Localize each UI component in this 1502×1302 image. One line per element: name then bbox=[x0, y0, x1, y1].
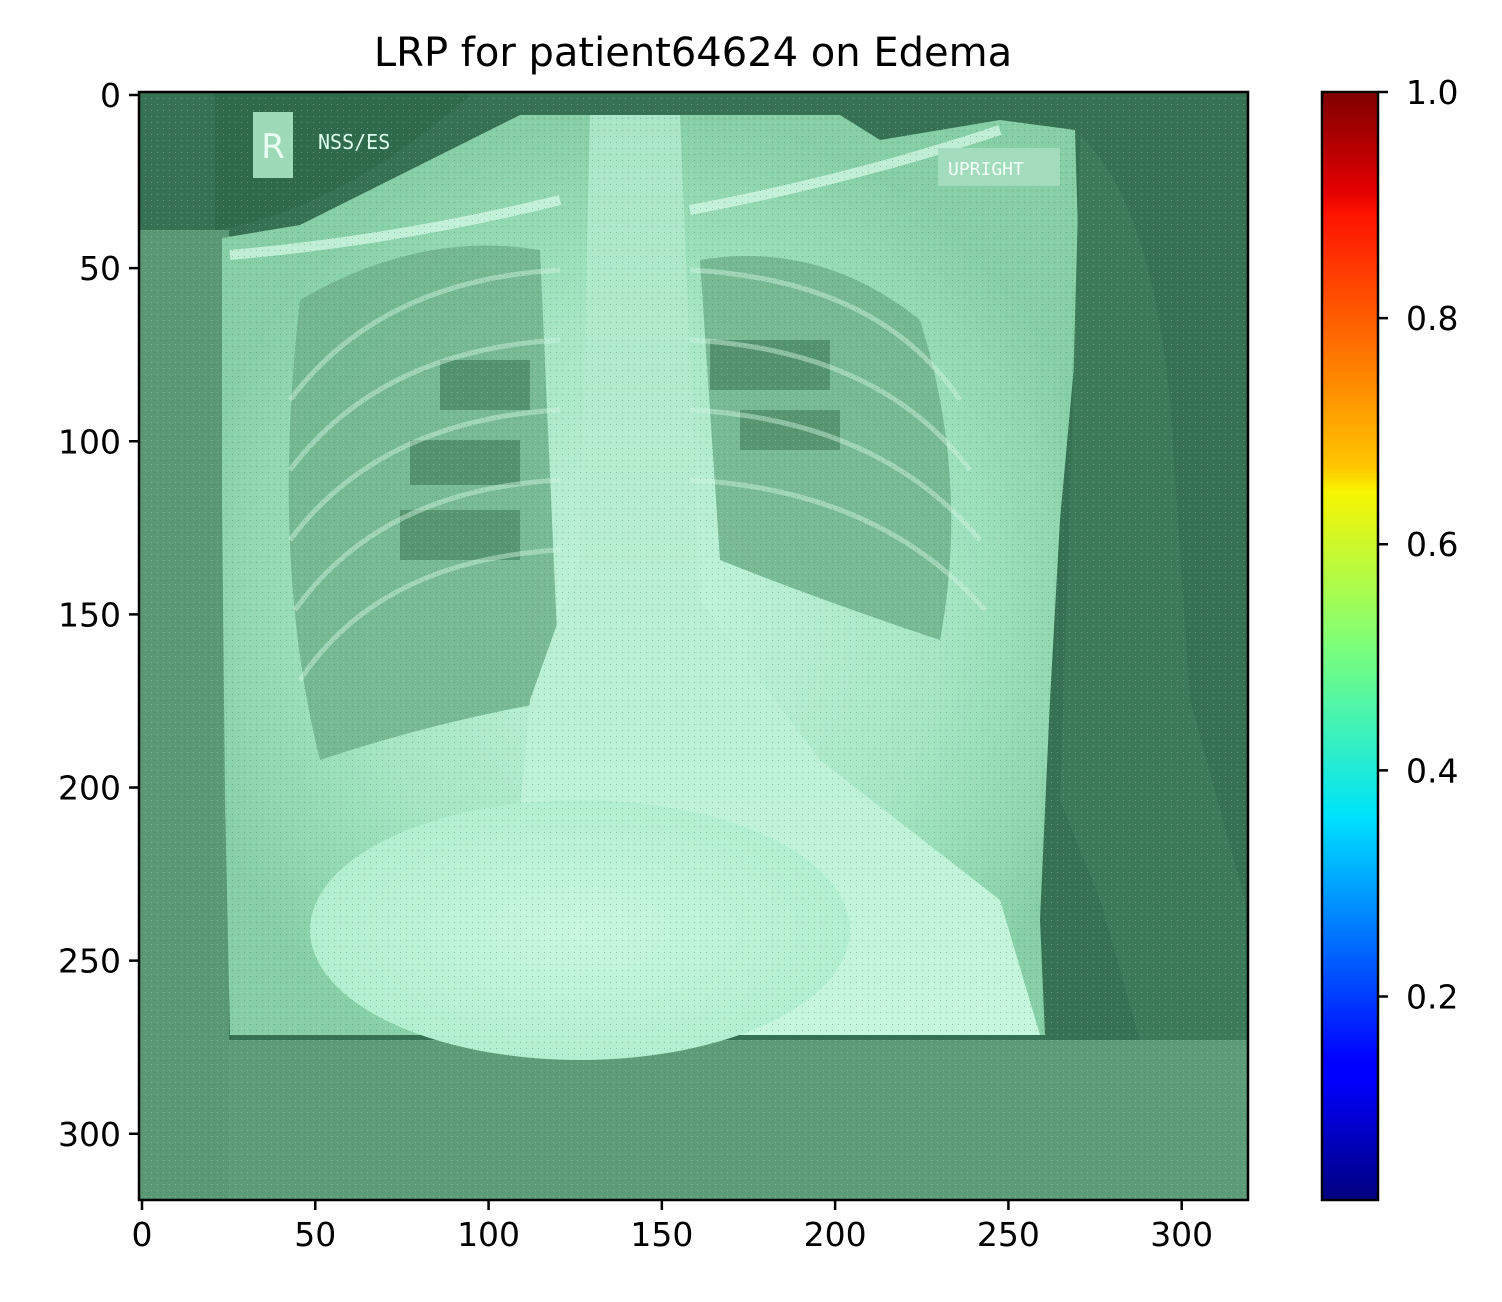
colorbar-frame bbox=[1320, 90, 1380, 1202]
y-tick-label: 100 bbox=[58, 422, 121, 461]
colorbar-axis: 0.2 0.4 0.6 0.8 1.0 bbox=[1378, 73, 1458, 1016]
marker-r-text: R bbox=[261, 127, 285, 167]
x-axis: 0 50 100 150 200 250 300 bbox=[132, 1200, 1213, 1254]
marker-nss-text: NSS/ES bbox=[318, 130, 390, 154]
y-axis: 0 50 100 150 200 250 300 bbox=[58, 76, 139, 1154]
colorbar-tick-label: 1.0 bbox=[1406, 73, 1458, 112]
chart-title: LRP for patient64624 on Edema bbox=[374, 30, 1012, 76]
heatmap-image: R NSS/ES UPRIGHT bbox=[139, 92, 1248, 1200]
y-tick-label: 0 bbox=[100, 76, 121, 115]
x-tick-label: 0 bbox=[132, 1215, 153, 1254]
x-tick-label: 150 bbox=[630, 1215, 693, 1254]
x-tick-label: 50 bbox=[294, 1215, 336, 1254]
y-tick-label: 250 bbox=[58, 942, 121, 981]
marker-box bbox=[253, 112, 293, 178]
x-tick-label: 250 bbox=[977, 1215, 1040, 1254]
y-tick-label: 150 bbox=[58, 595, 121, 634]
colorbar-tick-label: 0.8 bbox=[1406, 299, 1458, 338]
colorbar bbox=[1322, 92, 1378, 1200]
y-tick-label: 50 bbox=[79, 249, 121, 288]
x-tick-label: 300 bbox=[1150, 1215, 1213, 1254]
x-tick-label: 100 bbox=[457, 1215, 520, 1254]
plot-frame bbox=[137, 90, 1250, 1202]
y-tick-label: 300 bbox=[58, 1115, 121, 1154]
colorbar-tick-label: 0.6 bbox=[1406, 525, 1458, 564]
colorbar-tick-label: 0.4 bbox=[1406, 751, 1458, 790]
upright-text: UPRIGHT bbox=[948, 159, 1024, 180]
y-tick-label: 200 bbox=[58, 769, 121, 808]
x-tick-label: 200 bbox=[804, 1215, 867, 1254]
relevance-noise bbox=[139, 92, 1248, 1200]
colorbar-tick-label: 0.2 bbox=[1406, 977, 1458, 1016]
upright-box bbox=[938, 148, 1060, 186]
